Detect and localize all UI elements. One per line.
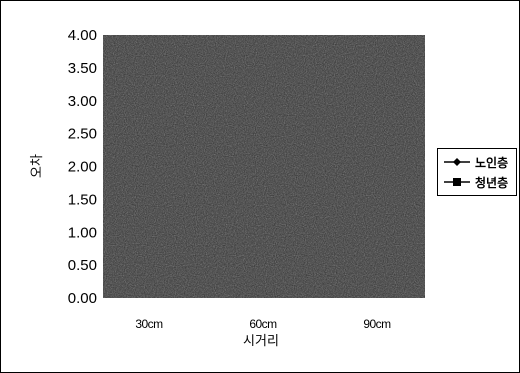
- y-tick-label: 1.00: [68, 224, 97, 241]
- y-tick-label: 3.00: [68, 93, 97, 110]
- y-tick-label: 0.00: [68, 290, 97, 307]
- plot-area-texture: [103, 35, 425, 298]
- legend-item-series-1: 노인층: [442, 152, 508, 172]
- y-axis-label: 오차: [30, 154, 45, 178]
- y-tick-label: 2.50: [68, 126, 97, 143]
- x-tick-label: 90cm: [363, 317, 391, 331]
- legend-label-series-1: 노인층: [475, 155, 509, 170]
- x-tick-label: 60cm: [249, 317, 277, 331]
- x-axis-label: 시거리: [243, 334, 279, 349]
- x-tick-label: 30cm: [135, 317, 163, 331]
- diamond-marker-icon: [444, 158, 470, 166]
- square-marker-icon: [444, 178, 470, 186]
- y-tick-label: 2.00: [68, 159, 97, 176]
- legend-item-series-2: 청년층: [442, 172, 508, 192]
- y-tick-label: 0.50: [68, 257, 97, 274]
- y-tick-label: 3.50: [68, 60, 97, 77]
- y-tick-label: 1.50: [68, 191, 97, 208]
- y-tick-label: 4.00: [68, 27, 97, 44]
- legend-label-series-2: 청년층: [475, 175, 509, 190]
- legend: 노인층 청년층: [437, 148, 517, 196]
